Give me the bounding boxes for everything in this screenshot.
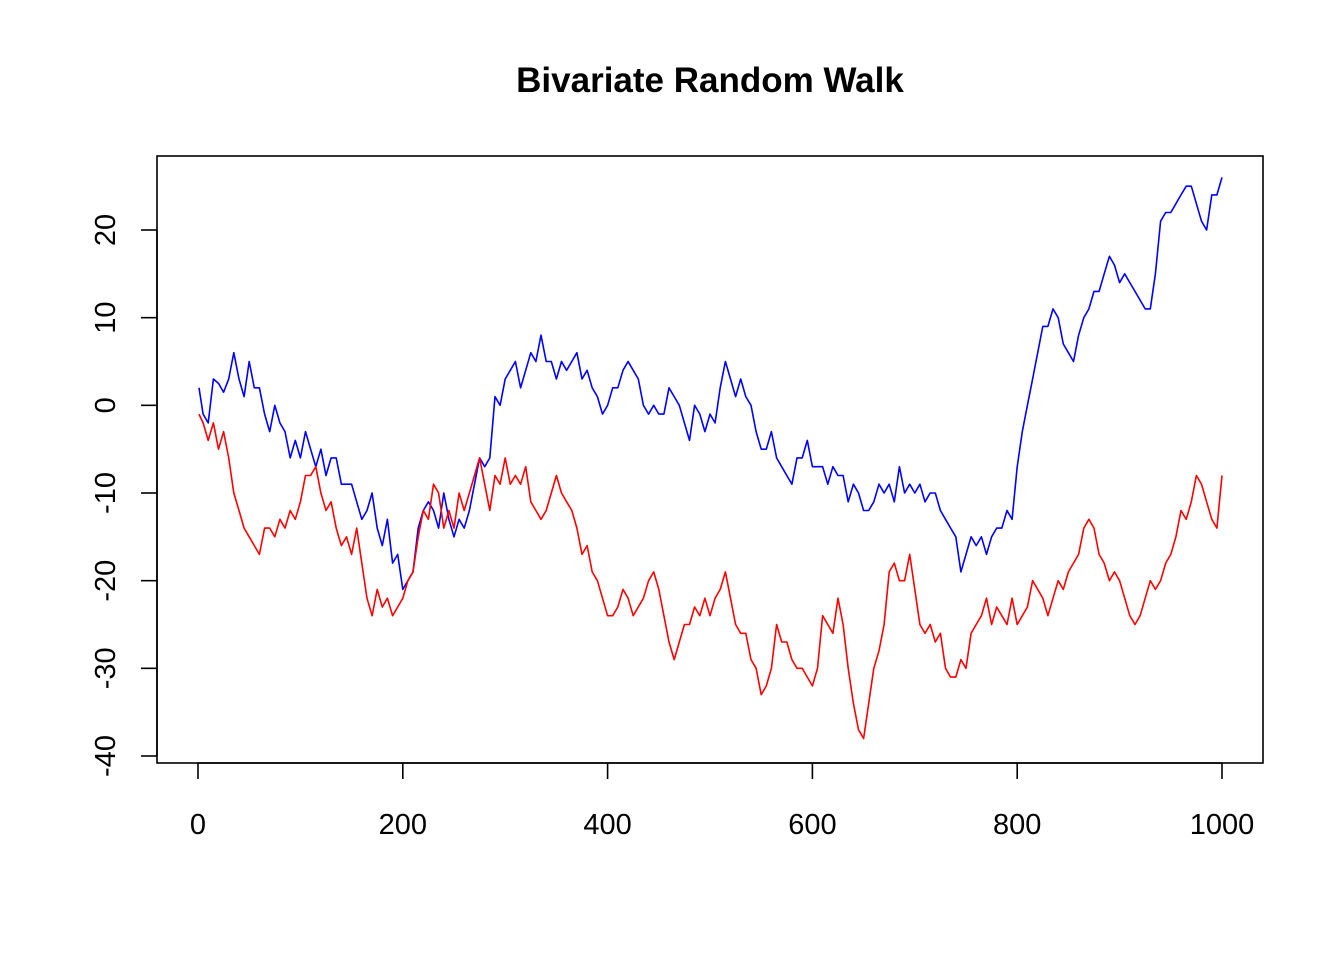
series-line-1 bbox=[198, 177, 1223, 591]
chart-title: Bivariate Random Walk bbox=[516, 61, 904, 100]
x-tick-label: 400 bbox=[583, 809, 631, 841]
x-axis: 0 200 400 600 800 1000 bbox=[190, 762, 1255, 841]
x-tick-label: 0 bbox=[190, 809, 206, 841]
series-layer bbox=[198, 177, 1223, 740]
x-tick-label: 200 bbox=[379, 809, 427, 841]
y-tick-label: 20 bbox=[90, 214, 122, 246]
y-axis: -40 -30 -20 -10 0 10 20 bbox=[90, 214, 158, 777]
y-tick-label: -30 bbox=[90, 647, 122, 689]
x-tick-label: 1000 bbox=[1190, 809, 1255, 841]
y-tick-label: -10 bbox=[90, 472, 122, 514]
y-tick-label: 0 bbox=[90, 397, 122, 413]
x-tick-label: 800 bbox=[993, 809, 1041, 841]
x-tick-label: 600 bbox=[788, 809, 836, 841]
series-line-2 bbox=[198, 413, 1223, 740]
y-tick-label: -40 bbox=[90, 735, 122, 777]
y-tick-label: 10 bbox=[90, 302, 122, 334]
y-tick-label: -20 bbox=[90, 560, 122, 602]
